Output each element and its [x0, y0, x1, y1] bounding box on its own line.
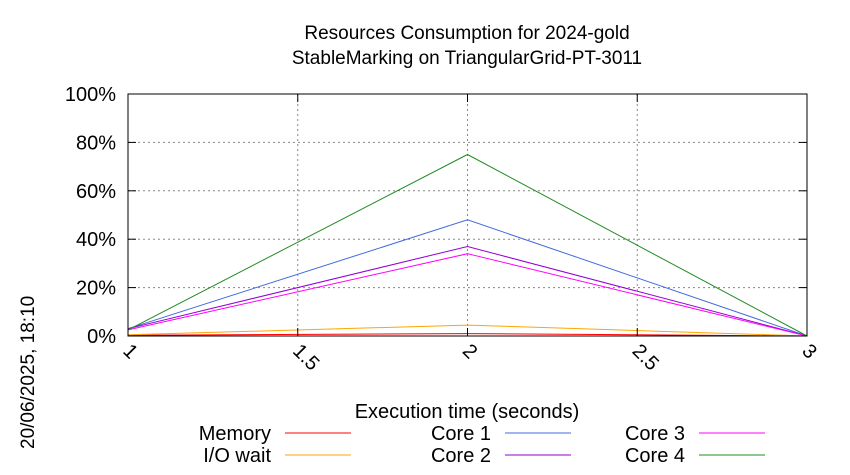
legend-label: Core 2	[431, 445, 491, 467]
legend-label: Core 4	[625, 445, 685, 467]
axis-ticks: 0% 20% 40% 60% 80% 100% 1 1.5 2 2.5 3	[65, 84, 821, 375]
series-line-core-1	[127, 219, 808, 337]
y-tick-label: 20%	[76, 278, 116, 300]
legend-label: I/O wait	[203, 445, 271, 467]
y-tick-label: 60%	[76, 181, 116, 203]
y-tick-label: 80%	[76, 132, 116, 154]
y-tick-label: 0%	[87, 326, 116, 348]
grid-lines	[128, 94, 807, 336]
x-tick-label: 1	[118, 340, 141, 363]
x-axis-label: Execution time (seconds)	[355, 401, 580, 423]
plot-lines	[127, 153, 808, 337]
legend-label: Core 3	[625, 423, 685, 445]
y-tick-label: 100%	[65, 84, 116, 106]
series-line-core-4	[127, 153, 808, 337]
chart-title: Resources Consumption for 2024-gold	[304, 23, 629, 44]
x-tick-label: 2.5	[628, 340, 663, 375]
legend-label: Memory	[199, 423, 271, 445]
series-line-core-2	[127, 245, 808, 337]
x-tick-label: 3	[797, 340, 820, 363]
x-tick-label: 1.5	[288, 340, 323, 375]
timestamp-label: 20/06/2025, 18:10	[18, 296, 39, 449]
chart-subtitle: StableMarking on TriangularGrid-PT-3011	[292, 48, 642, 69]
series-line-core-3	[127, 253, 808, 337]
legend-label: Core 1	[431, 423, 491, 445]
y-tick-label: 40%	[76, 229, 116, 251]
x-tick-label: 2	[458, 340, 481, 363]
series-line-i-o-wait	[127, 324, 808, 337]
